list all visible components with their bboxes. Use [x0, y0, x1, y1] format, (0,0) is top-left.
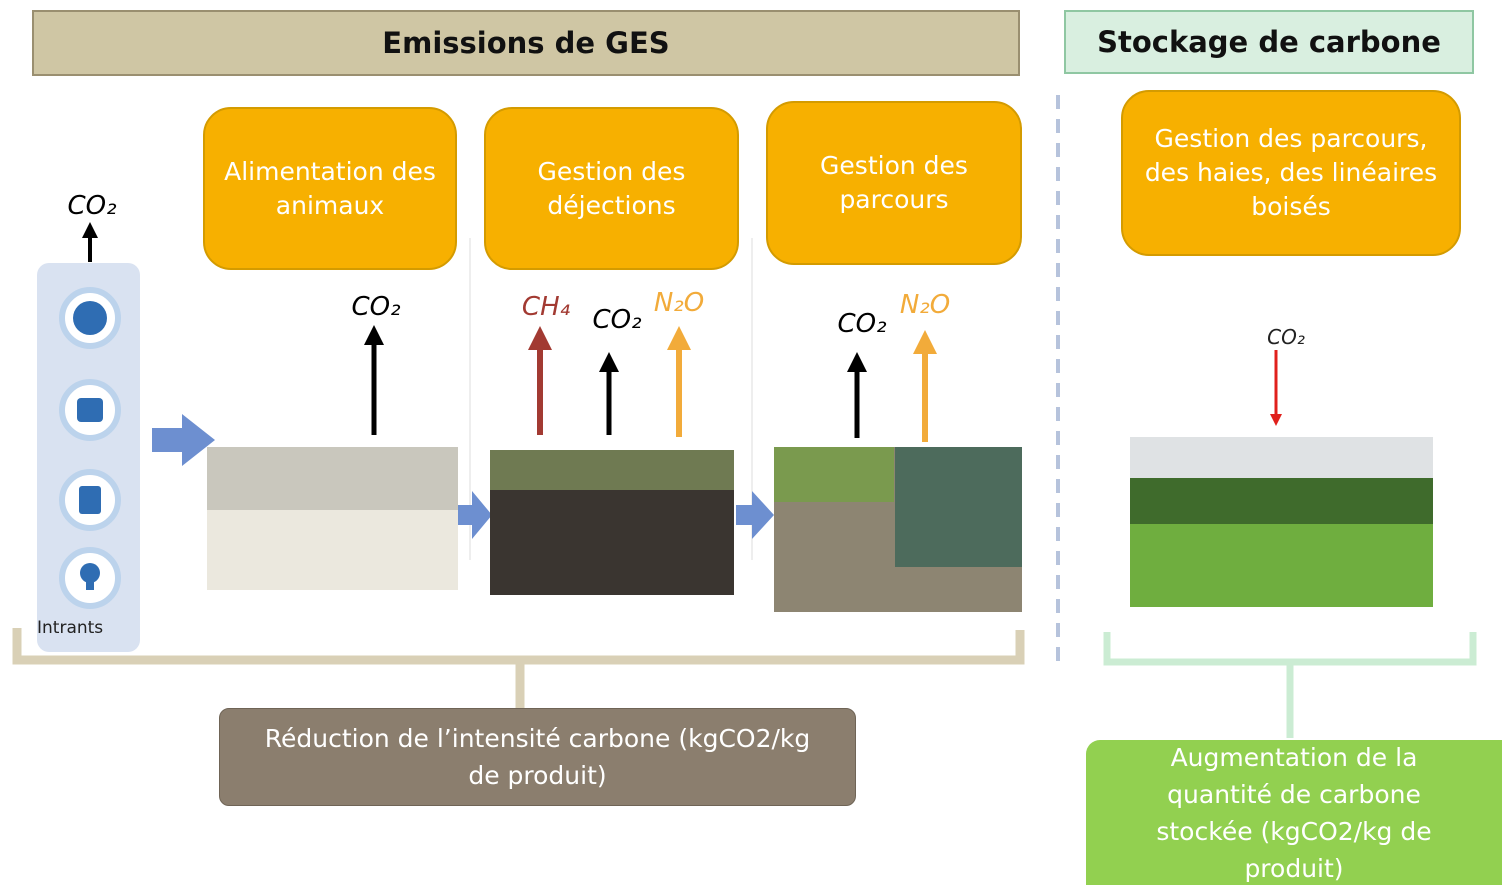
outcome-increase: Augmentation de la quantité de carbone s…	[1086, 740, 1502, 885]
gas-label: N₂O	[900, 290, 950, 320]
stage-box: Gestion des parcours	[766, 101, 1022, 265]
gas-label: CO₂	[592, 305, 641, 335]
photo-barn-floor	[207, 510, 458, 590]
stage-box: Alimentation des animaux	[203, 107, 457, 270]
gas-label: CO₂	[1267, 325, 1305, 349]
stage-box: Gestion des déjections	[484, 107, 739, 270]
gas-label: CO₂	[67, 191, 116, 221]
header-storage: Stockage de carbone	[1064, 10, 1474, 74]
photo-manure-top	[490, 450, 734, 490]
photo-range-field	[774, 447, 894, 502]
gas-label: CO₂	[837, 309, 886, 339]
photo-hedges-trees	[1130, 478, 1433, 528]
header-emissions: Emissions de GES	[32, 10, 1020, 76]
bracket-emissions	[17, 628, 1020, 710]
photo-range-building	[895, 447, 1022, 567]
gas-label: CH₄	[522, 292, 570, 322]
outcome-reduction: Réduction de l’intensité carbone (kgCO2/…	[219, 708, 856, 806]
gas-label: N₂O	[654, 288, 704, 318]
intrants-label: Intrants	[37, 618, 157, 638]
page: Emissions de GES Stockage de carbone Ali…	[0, 0, 1502, 885]
storage-box: Gestion des parcours, des haies, des lin…	[1121, 90, 1461, 256]
photo-hedges-grass	[1130, 524, 1433, 607]
bracket-storage	[1107, 632, 1473, 738]
gas-label: CO₂	[351, 292, 400, 322]
